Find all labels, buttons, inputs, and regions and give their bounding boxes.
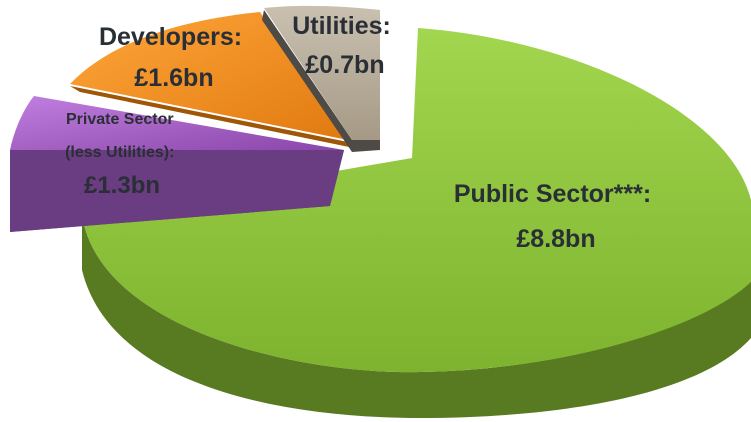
slice-developers-side xyxy=(70,86,354,148)
label-private-sector-line2: (less Utilities): xyxy=(65,144,174,161)
label-utilities: Utilities: £0.7bn xyxy=(292,12,398,79)
label-public-sector-value: £8.8bn xyxy=(516,225,595,253)
label-utilities-name: Utilities: xyxy=(292,12,391,40)
slice-public-sector-top xyxy=(82,28,751,373)
slice-utilities xyxy=(262,5,380,152)
slice-private-sector-top xyxy=(10,96,344,150)
label-private-sector: Private Sector (less Utilities): £1.3bn xyxy=(65,111,179,199)
slice-public-sector xyxy=(82,28,751,418)
label-private-sector-line1: Private Sector xyxy=(66,111,174,128)
label-private-sector-value: £1.3bn xyxy=(84,172,160,199)
slice-public-sector-side xyxy=(82,215,751,418)
label-developers: Developers: £1.6bn xyxy=(99,23,249,92)
label-utilities-value: £0.7bn xyxy=(305,51,384,79)
label-developers-name: Developers: xyxy=(99,23,242,51)
slice-private-sector xyxy=(10,96,344,232)
slice-utilities-top xyxy=(264,5,380,141)
label-developers-value: £1.6bn xyxy=(134,64,213,92)
label-public-sector: Public Sector***: £8.8bn xyxy=(454,180,658,253)
label-public-sector-name: Public Sector***: xyxy=(454,180,651,208)
slice-private-sector-front xyxy=(10,150,344,232)
